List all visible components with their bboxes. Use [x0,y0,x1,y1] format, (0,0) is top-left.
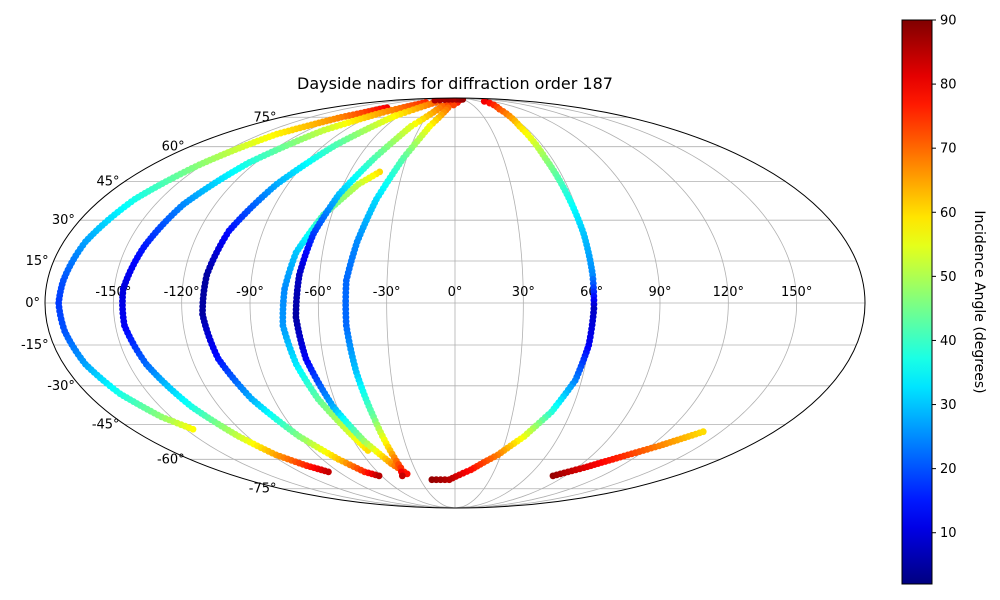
longitude-gridline [317,98,456,508]
map-outline [44,97,866,509]
longitude-gridline [454,98,798,508]
latitude-tick-label: -75° [249,482,277,497]
data-point [375,472,383,480]
latitude-tick-label: -45° [92,417,120,432]
longitude-tick-label: 0° [448,285,463,300]
colorbar-tick-label: 90 [940,14,957,29]
map-area: -150°-120°-90°-60°-30°0°30°60°90°120°150… [21,97,866,509]
longitude-tick-label: 90° [648,285,671,300]
nadir-track [199,98,443,480]
longitude-tick-label: 150° [781,285,812,300]
colorbar-tick-label: 50 [940,270,957,285]
latitude-tick-label: 0° [25,296,40,311]
longitude-gridline [454,98,661,508]
latitude-tick-labels: -75° -60° -45° -30° -15° 0° 15° 30° 45° 60° 75° [21,110,277,496]
nadir-track [342,98,463,480]
colorbar-ticks: 10 20 30 40 50 60 70 80 90 [932,14,957,541]
nadir-track [279,168,384,454]
data-points [55,98,707,484]
colorbar-tick-label: 80 [940,78,957,93]
latitude-tick-label: 15° [26,254,49,269]
nadir-track [428,98,598,484]
data-point [428,476,436,484]
longitude-gridline [454,98,729,508]
colorbar-label: Incidence Angle (degrees) [971,210,987,393]
colorbar-tick-label: 60 [940,206,957,221]
longitude-gridline [454,98,524,508]
latitude-tick-label: 75° [253,110,276,125]
latitude-tick-label: -30° [47,379,75,394]
nadir-track [119,99,430,476]
latitude-tick-label: 30° [52,213,75,228]
chart-title: Dayside nadirs for diffraction order 187 [297,74,613,93]
data-point [699,428,707,436]
colorbar: 10 20 30 40 50 60 70 80 90 Incidence Angle (degr… [901,14,987,585]
data-point [480,98,488,105]
colorbar-tick-label: 30 [940,398,957,413]
colorbar-tick-label: 70 [940,142,957,157]
latitude-tick-label: -60° [157,452,185,467]
nadir-track [55,104,391,433]
longitude-tick-label: 120° [713,285,744,300]
latitude-tick-label: 60° [162,140,185,155]
longitude-tick-label: -60° [304,285,332,300]
latitude-tick-label: -15° [21,338,49,353]
data-point [450,101,458,109]
longitude-tick-label: -30° [373,285,401,300]
colorbar-tick-label: 20 [940,462,957,477]
data-point [398,472,406,480]
longitude-tick-label: -120° [164,285,200,300]
latitude-tick-label: 45° [97,175,120,190]
colorbar-tick-label: 40 [940,334,957,349]
longitude-tick-label: 30° [512,285,535,300]
data-point [325,468,332,476]
nadir-track [549,428,707,480]
data-point [189,425,197,433]
colorbar-tick-label: 10 [940,526,957,541]
longitude-tick-label: -90° [236,285,264,300]
data-point [459,98,467,103]
colorbar-gradient [901,19,933,585]
longitude-gridline [249,98,456,508]
